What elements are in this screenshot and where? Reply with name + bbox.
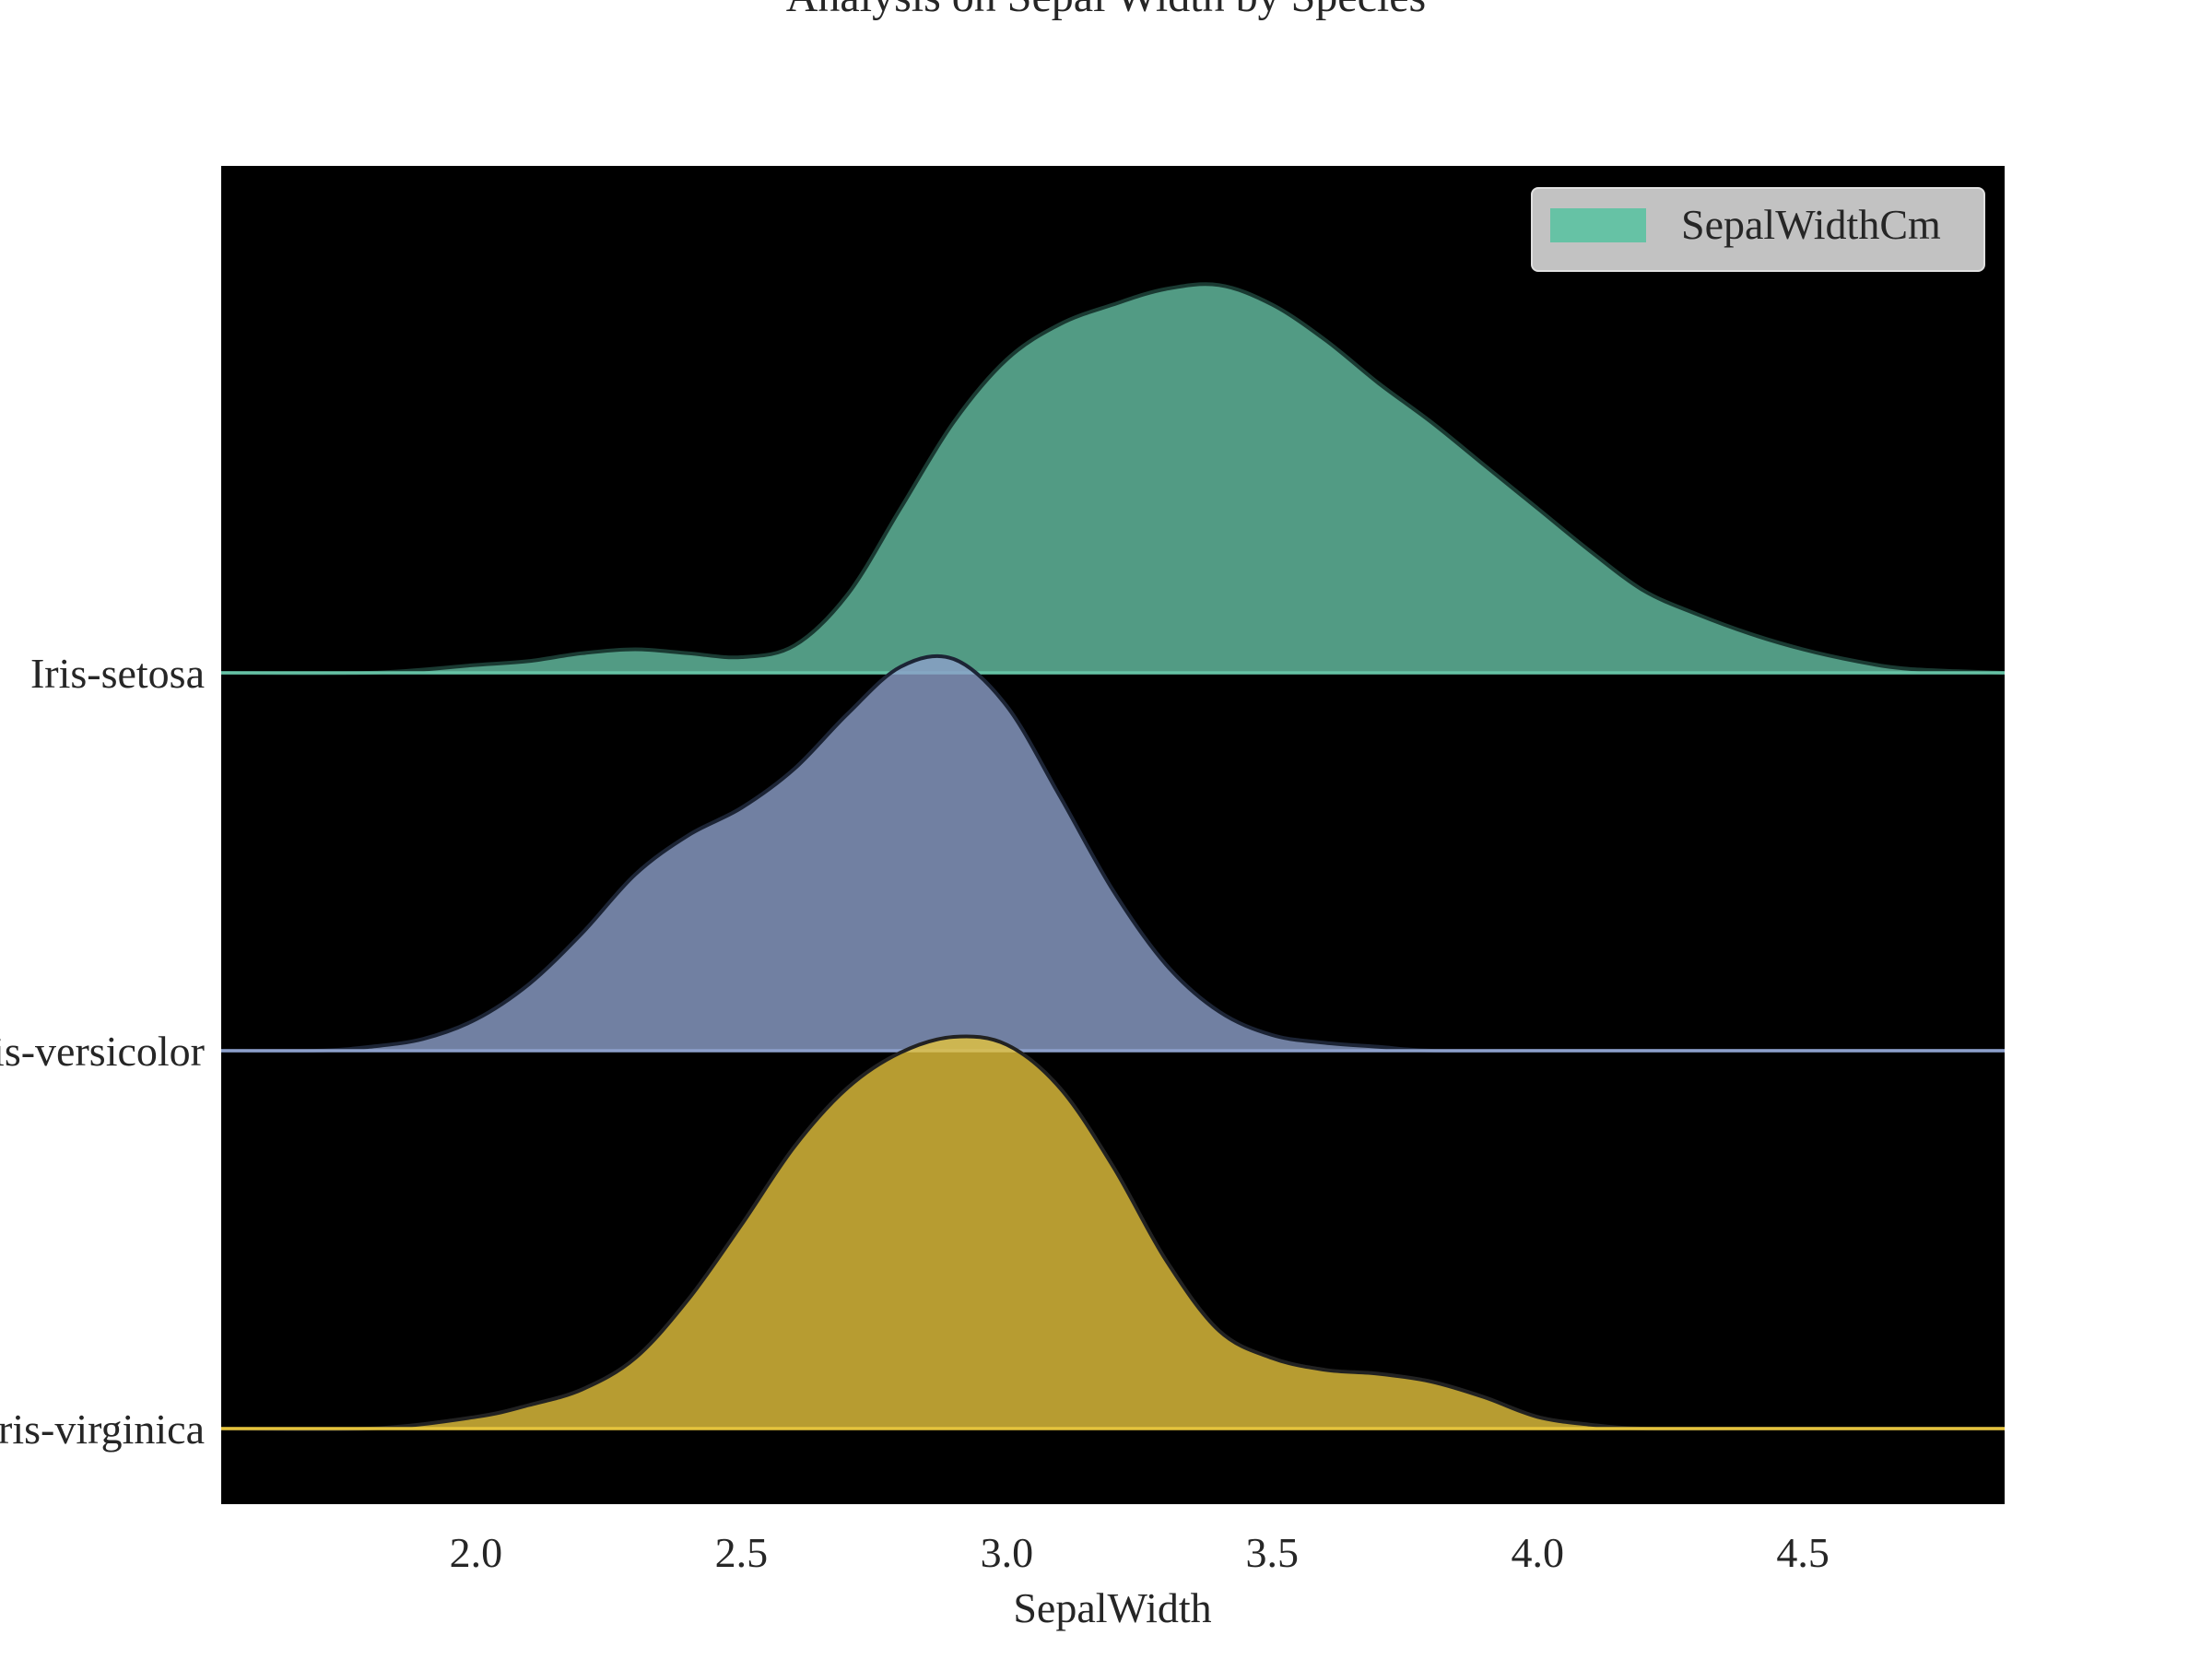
x-tick-label: 3.5: [1246, 1529, 1300, 1576]
x-tick-label: 4.5: [1776, 1529, 1830, 1576]
ridge-area-iris-versicolor: [221, 655, 2005, 1052]
x-tick-label: 3.0: [981, 1529, 1034, 1576]
ridge-layers: [220, 282, 2006, 1431]
ridge-outline-iris-virginica: [220, 1034, 2005, 1431]
x-tick-label: 2.0: [450, 1529, 503, 1576]
y-tick-label-iris-versicolor: Iris-versicolor: [0, 1028, 205, 1075]
ridge-area-iris-setosa: [221, 284, 2005, 674]
y-tick-label-iris-setosa: Iris-setosa: [30, 650, 205, 697]
ridge-outline-iris-setosa: [220, 282, 2006, 676]
legend-swatch: [1550, 208, 1646, 242]
legend: SepalWidthCm: [1531, 187, 1985, 272]
x-axis-ticks: 2.0 2.5 3.0 3.5 4.0 4.5: [450, 1529, 1830, 1576]
y-tick-label-iris-virginica: Iris-virginica: [0, 1406, 205, 1453]
y-tick-labels: Iris-setosa Iris-versicolor Iris-virginica: [0, 650, 205, 1453]
x-tick-label: 2.5: [715, 1529, 769, 1576]
ridge-area-iris-virginica: [221, 1036, 2005, 1430]
x-axis-label: SepalWidth: [1013, 1584, 1211, 1631]
chart-title: Analysis on Sepal Width by Species: [786, 0, 1426, 21]
ridge-iris-versicolor: [220, 653, 2005, 1053]
ridge-iris-setosa: [220, 282, 2006, 676]
x-tick-label: 4.0: [1511, 1529, 1564, 1576]
legend-label: SepalWidthCm: [1681, 201, 1941, 248]
ridge-iris-virginica: [220, 1034, 2005, 1431]
